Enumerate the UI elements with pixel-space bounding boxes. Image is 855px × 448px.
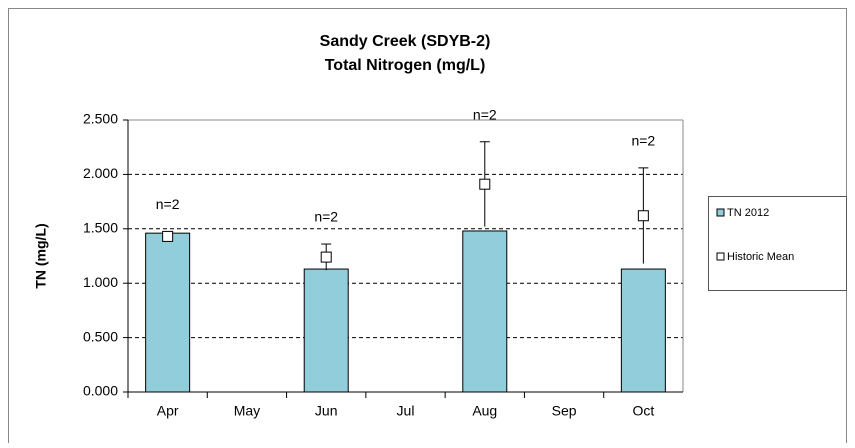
- annotation: n=2: [473, 106, 497, 122]
- y-tick-label: 2.000: [83, 165, 118, 181]
- legend-swatch: [716, 252, 725, 261]
- bar: [620, 268, 666, 393]
- y-tick-label: 1.000: [83, 274, 118, 290]
- y-axis-label: TN (mg/L): [33, 223, 49, 288]
- mean-marker: [162, 230, 174, 242]
- bar: [145, 232, 191, 393]
- chart-subtitle: Total Nitrogen (mg/L): [325, 57, 486, 74]
- y-tick-label: 0.000: [83, 383, 118, 399]
- x-tick-label: Jun: [315, 403, 338, 419]
- legend-box: [708, 196, 847, 291]
- y-tick-label: 0.500: [83, 328, 118, 344]
- y-tick-label: 2.500: [83, 111, 118, 127]
- annotation: n=2: [156, 196, 180, 212]
- y-tick-label: 1.500: [83, 220, 118, 236]
- legend-swatch: [716, 208, 725, 217]
- mean-marker: [479, 178, 491, 190]
- annotation: n=2: [631, 133, 655, 149]
- x-tick-label: Oct: [632, 403, 654, 419]
- x-tick-label: May: [234, 403, 260, 419]
- bar: [303, 268, 349, 393]
- legend-label: Historic Mean: [727, 251, 794, 263]
- mean-marker: [320, 251, 332, 263]
- x-tick-label: Apr: [157, 403, 179, 419]
- mean-marker: [637, 210, 649, 222]
- chart-title: Sandy Creek (SDYB-2): [320, 33, 491, 50]
- annotation: n=2: [314, 209, 338, 225]
- legend-label: TN 2012: [727, 207, 769, 219]
- x-tick-label: Jul: [397, 403, 415, 419]
- x-tick-label: Sep: [552, 403, 577, 419]
- bar: [462, 230, 508, 393]
- x-tick-label: Aug: [472, 403, 497, 419]
